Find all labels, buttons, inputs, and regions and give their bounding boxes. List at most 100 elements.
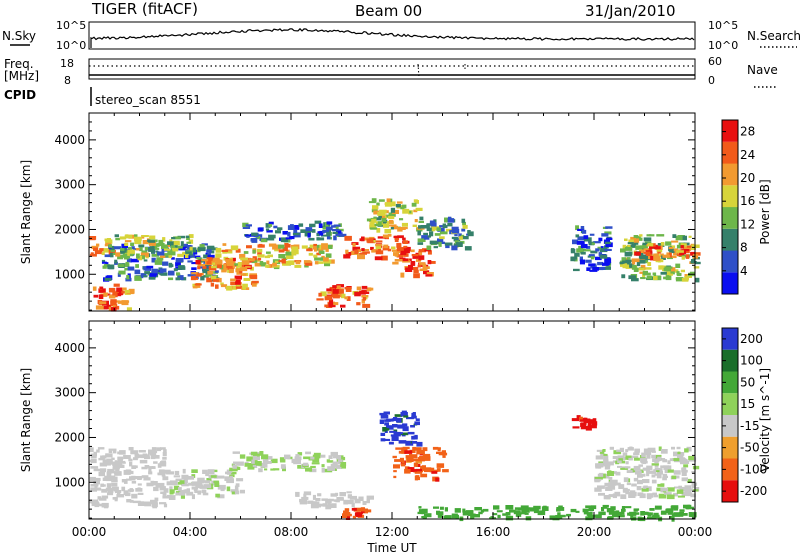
echo-cell: [292, 232, 300, 236]
echo-cell: [669, 271, 675, 275]
echo-cell: [604, 248, 612, 251]
echo-cell: [623, 477, 629, 483]
echo-cell: [679, 509, 685, 512]
echo-cell: [162, 495, 170, 499]
echo-cell: [410, 425, 415, 428]
echo-cell: [206, 478, 212, 482]
echo-cell: [202, 265, 207, 269]
echo-cell: [173, 268, 178, 272]
echo-cell: [427, 250, 432, 255]
echo-cell: [442, 455, 446, 458]
echo-cell: [110, 252, 114, 258]
echo-cell: [361, 236, 365, 242]
echo-cell: [418, 255, 425, 260]
echo-cell: [673, 492, 679, 497]
echo-cell: [148, 471, 153, 475]
echo-cell: [677, 452, 685, 456]
colorbar-swatch: [722, 349, 738, 372]
echo-cell: [327, 291, 333, 294]
echo-cell: [178, 265, 185, 270]
echo-cell: [124, 234, 133, 239]
echo-cell: [318, 223, 323, 228]
echo-cell: [97, 447, 105, 450]
echo-cell: [98, 288, 106, 293]
echo-cell: [126, 307, 132, 311]
echo-cell: [407, 467, 415, 472]
echo-cell: [424, 249, 431, 252]
echo-cell: [90, 484, 99, 487]
echo-cell: [392, 201, 396, 207]
echo-cell: [144, 501, 152, 507]
echo-cell: [175, 277, 181, 281]
echo-cell: [442, 469, 449, 473]
echo-cell: [311, 462, 320, 465]
echo-cell: [245, 224, 252, 227]
echo-cell: [317, 493, 322, 497]
echo-cell: [138, 501, 147, 506]
echo-cell: [200, 275, 205, 281]
echo-cell: [186, 491, 194, 496]
echo-cell: [589, 269, 598, 272]
echo-cell: [664, 492, 672, 495]
echo-cell: [624, 238, 628, 241]
echo-cell: [401, 204, 407, 209]
echo-cell: [576, 415, 581, 420]
echo-cell: [373, 223, 378, 227]
echo-cell: [250, 451, 258, 456]
echo-cell: [300, 229, 307, 233]
echo-cell: [598, 492, 605, 496]
colorbar-tick-label: 50: [740, 375, 755, 389]
echo-cell: [361, 289, 367, 292]
velocity-echo-cells: [89, 410, 700, 522]
echo-cell: [99, 462, 107, 467]
echo-cell: [138, 450, 146, 453]
echo-cell: [217, 475, 225, 479]
echo-cell: [149, 273, 158, 276]
echo-cell: [117, 456, 124, 460]
echo-cell: [110, 301, 117, 306]
echo-cell: [212, 279, 220, 282]
echo-cell: [595, 248, 600, 252]
echo-cell: [673, 507, 679, 511]
echo-cell: [434, 233, 441, 236]
echo-cell: [370, 246, 374, 251]
echo-cell: [617, 460, 622, 464]
echo-cell: [226, 264, 233, 269]
echo-cell: [359, 290, 366, 295]
echo-cell: [114, 490, 122, 494]
echo-cell: [171, 250, 176, 256]
echo-cell: [579, 259, 585, 265]
echo-cell: [422, 447, 428, 452]
echo-cell: [99, 248, 104, 251]
colorbar-swatch: [722, 436, 738, 459]
power-colorbar: 4 8 12 16 20 24 28: [721, 119, 755, 295]
echo-cell: [522, 507, 530, 511]
echo-cell: [604, 231, 612, 235]
echo-cell: [159, 268, 167, 273]
echo-cell: [303, 456, 311, 460]
echo-cell: [409, 449, 416, 453]
echo-cell: [528, 507, 536, 510]
echo-cell: [422, 263, 427, 269]
echo-cell: [390, 207, 396, 213]
echo-cell: [135, 488, 143, 492]
echo-cell: [163, 488, 169, 493]
echo-cell: [193, 487, 198, 492]
echo-cell: [586, 246, 591, 249]
echo-cell: [220, 284, 228, 288]
echo-cell: [312, 454, 321, 459]
echo-cell: [332, 456, 340, 459]
echo-cell: [119, 450, 126, 455]
echo-cell: [543, 505, 547, 509]
echo-cell: [168, 255, 173, 259]
echo-cell: [299, 498, 307, 503]
echo-cell: [400, 250, 407, 255]
echo-cell: [660, 449, 668, 454]
echo-cell: [388, 219, 394, 224]
echo-cell: [646, 234, 652, 237]
echo-cell: [603, 455, 609, 460]
echo-cell: [117, 264, 125, 267]
echo-cell: [362, 501, 367, 505]
echo-cell: [591, 421, 598, 426]
echo-cell: [362, 251, 370, 254]
